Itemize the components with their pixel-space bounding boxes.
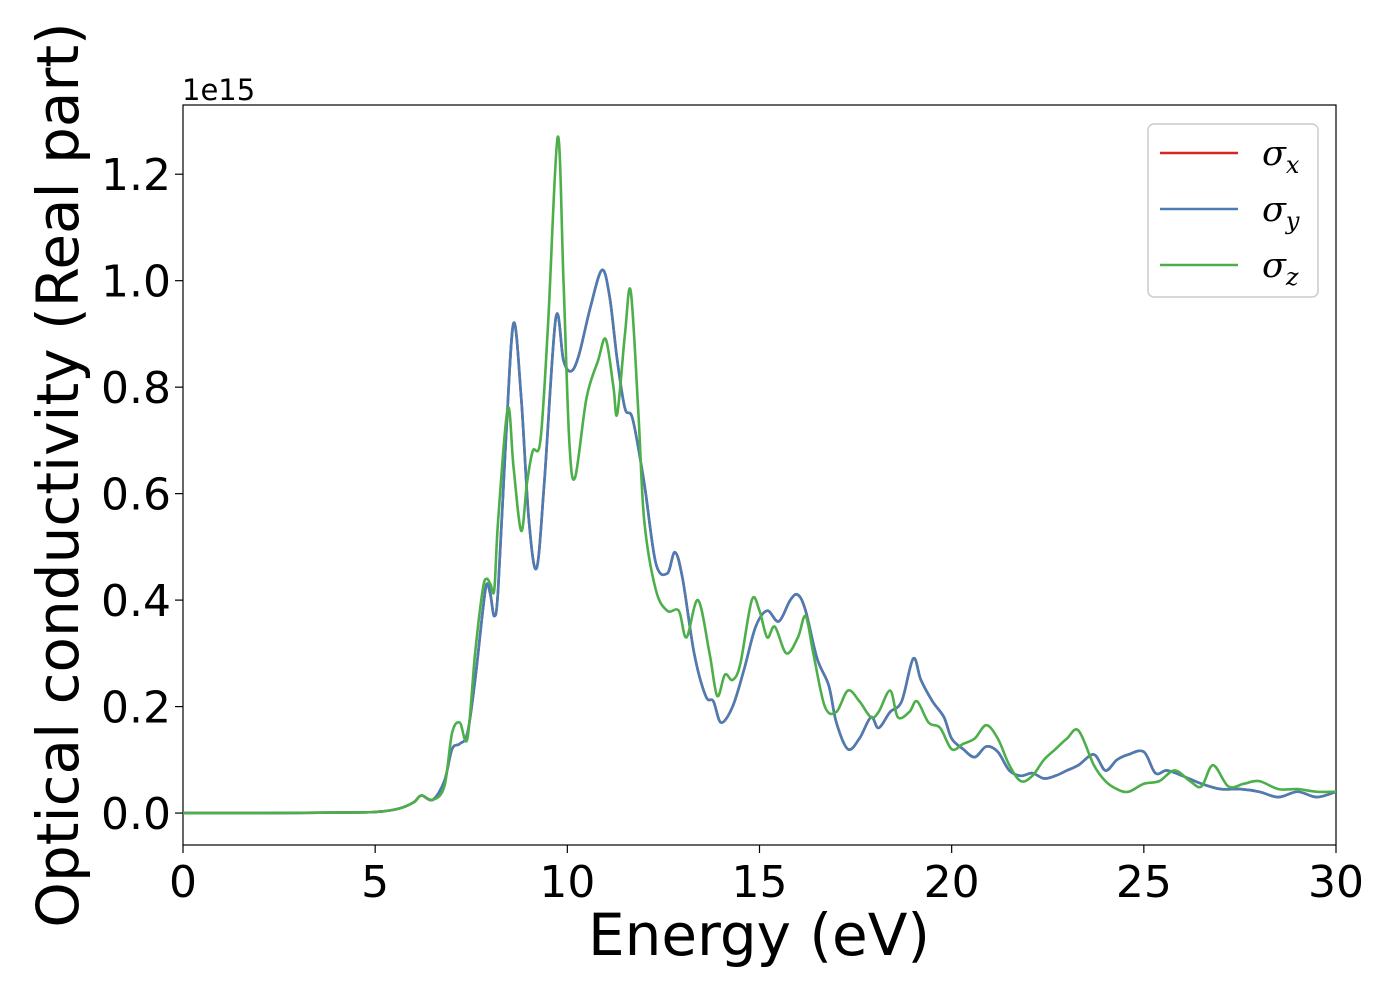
legend: σx σy σz bbox=[1147, 123, 1319, 298]
legend-box bbox=[1147, 123, 1319, 298]
x-axis: 0 5 10 15 20 25 30 bbox=[169, 845, 1364, 908]
x-tick-label: 25 bbox=[1116, 857, 1172, 908]
x-tick-label: 5 bbox=[361, 857, 389, 908]
legend-label-sigma-y: σy bbox=[1262, 190, 1300, 235]
y-tick-label: 0.0 bbox=[101, 789, 171, 840]
x-tick-label: 10 bbox=[539, 857, 595, 908]
y-tick-label: 0.8 bbox=[101, 363, 171, 414]
series-line-sigma-z bbox=[183, 135, 1336, 815]
y-axis-title: Optical conductivity (Real part) bbox=[24, 22, 92, 927]
x-tick-label: 20 bbox=[924, 857, 980, 908]
x-axis-title: Energy (eV) bbox=[588, 901, 930, 969]
legend-label-sigma-x: σx bbox=[1262, 134, 1300, 179]
series-line-sigma-y bbox=[183, 268, 1336, 815]
x-tick-label: 15 bbox=[732, 857, 788, 908]
y-offset-label: 1e15 bbox=[182, 73, 255, 107]
x-tick-label: 30 bbox=[1308, 857, 1364, 908]
y-tick-label: 0.6 bbox=[101, 470, 171, 521]
y-axis: 0.0 0.2 0.4 0.6 0.8 1.0 1.2 bbox=[101, 150, 183, 840]
y-tick-label: 1.2 bbox=[101, 150, 171, 201]
y-tick-label: 1.0 bbox=[101, 257, 171, 308]
x-tick-label: 0 bbox=[169, 857, 197, 908]
y-tick-label: 0.4 bbox=[101, 576, 171, 627]
series-layer bbox=[183, 135, 1336, 815]
y-tick-label: 0.2 bbox=[101, 683, 171, 734]
legend-label-sigma-z: σz bbox=[1262, 246, 1299, 291]
plot-area bbox=[182, 104, 1337, 846]
